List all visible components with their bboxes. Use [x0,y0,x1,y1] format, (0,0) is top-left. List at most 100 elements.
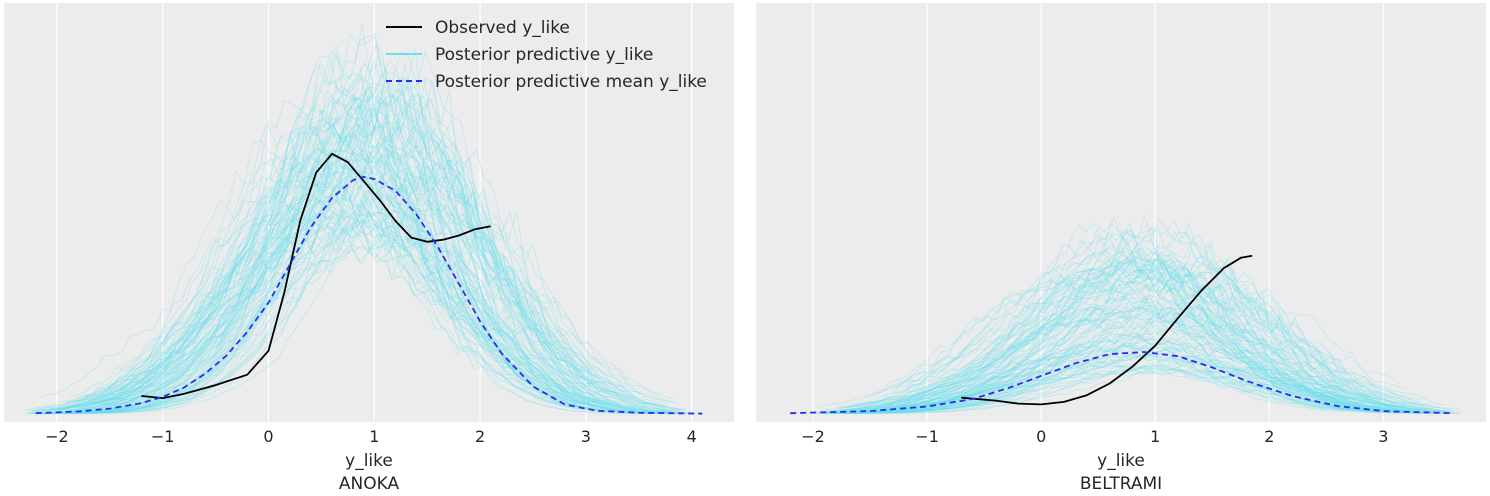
posterior-predictive-draw [885,271,1422,410]
posterior-predictive-draw [845,305,1447,414]
posterior-predictive-draw [847,369,1444,414]
posterior-predictive-draw [37,131,662,414]
posterior-predictive-draw [38,220,578,412]
posterior-predictive-draw [86,171,664,414]
posterior-predictive-draw [69,78,627,397]
x-tick-labels: −2 −1 0 1 2 3 4 [45,427,697,446]
posterior-predictive-draw [92,93,629,414]
series-layer [35,152,703,415]
posterior-predictive-draw [61,186,593,412]
x-tick-label: 1 [1150,427,1160,446]
posterior-predictive-draw [842,318,1351,412]
posterior-predictive-draw [845,302,1347,414]
posterior-predictive-draw [834,256,1381,412]
posterior-predictive-draw [884,239,1423,411]
posterior-predictive-draw [895,252,1370,396]
x-tick-label: 0 [263,427,273,446]
posterior-predictive-draw [816,369,1349,414]
posterior-predictive-draw [881,251,1446,406]
posterior-predictive-draw [31,121,626,412]
posterior-predictive-draw [66,78,666,406]
posterior-predictive-draw [48,94,609,414]
posterior-predictive-draw [69,211,668,414]
posterior-predictive-draw [46,32,608,413]
posterior-predictive-draw [859,317,1428,414]
posterior-predictive-draw [862,286,1380,411]
posterior-predictive-draw [855,316,1442,412]
posterior-predictive-draw [857,230,1400,408]
posterior-predictive-draw [820,258,1452,413]
posterior-predictive-draw [27,205,676,414]
posterior-predictive-draw [77,87,618,402]
x-tick-label: −2 [801,427,825,446]
posterior-predictive-draw [84,121,634,400]
posterior-predictive-draw [49,55,581,412]
posterior-predictive-draw [859,352,1390,414]
posterior-predictive-draw [869,361,1344,414]
posterior-predictive-draw [824,289,1371,413]
posterior-predictive-draw [869,271,1398,414]
x-tick-label: −1 [915,427,939,446]
posterior-predictive-draw [845,248,1422,409]
posterior-predictive-draw [895,292,1445,413]
posterior-predictive-draw [821,218,1347,414]
posterior-predictive-draw [85,183,690,415]
posterior-predictive-draw [42,123,589,411]
posterior-predictive-draw [65,149,668,409]
observed-line [961,254,1253,406]
posterior-predictive-draw [117,220,652,413]
posterior-predictive-draw [856,310,1342,414]
posterior-predictive-draw [77,147,631,410]
posterior-predictive-draw [106,98,629,409]
posterior-predictive-draw [906,324,1423,414]
posterior-predictive-draw [47,155,611,410]
posterior-predictive-draw [913,341,1403,406]
posterior-predictive-draw [848,263,1387,410]
posterior-predictive-draw [904,243,1421,403]
x-tick-label: 3 [1378,427,1388,446]
posterior-predictive-draw [67,157,583,412]
subplot-title: BELTRAMI [1080,474,1162,494]
posterior-predictive-draw [904,340,1351,413]
posterior-predictive-draw [80,155,593,413]
posterior-predictive-draw [832,254,1386,414]
posterior-predictive-draw [111,153,676,406]
posterior-predictive-draw [54,119,611,410]
x-axis-label: y_like [345,451,393,471]
posterior-predictive-draw [910,214,1407,407]
posterior-predictive-draw [75,159,687,413]
posterior-predictive-draw [41,154,601,411]
posterior-predictive-draw [91,153,677,414]
x-axis-label: y_like [1097,451,1145,471]
posterior-predictive-draw [86,199,646,407]
grid-lines [56,3,693,422]
posterior-predictive-draw [883,228,1437,413]
posterior-predictive-draw [834,237,1397,413]
posterior-predictive-draw [51,62,614,414]
posterior-predictive-draw [886,272,1461,414]
posterior-predictive-draw [44,193,605,414]
posterior-predictive-draw [858,364,1350,414]
posterior-predictive-draw [27,183,675,414]
posterior-predictive-draw [833,234,1411,412]
posterior-predictive-draw [846,297,1397,412]
posterior-predictive-draw [872,309,1390,414]
posterior-predictive-draw [839,255,1408,409]
posterior-predictive-draw [901,260,1425,413]
legend: Observed y_like Posterior predictive y_l… [386,18,707,92]
posterior-predictive-draw [77,228,690,414]
posterior-predictive-draw [32,123,601,412]
posterior-predictive-draw [839,252,1438,414]
posterior-predictive-draw [67,210,688,414]
legend-entry-observed: Observed y_like [435,18,570,38]
posterior-predictive-draw [832,297,1419,413]
posterior-predictive-draw [61,32,585,411]
plot-area [756,3,1486,422]
x-tick-label: −2 [45,427,69,446]
posterior-predictive-draw [840,280,1420,414]
posterior-predictive-draw [816,262,1348,414]
posterior-predictive-draw [54,124,648,412]
posterior-predictive-draw [818,258,1425,414]
posterior-predictive-draw [858,283,1400,413]
posterior-predictive-draw [103,98,658,407]
